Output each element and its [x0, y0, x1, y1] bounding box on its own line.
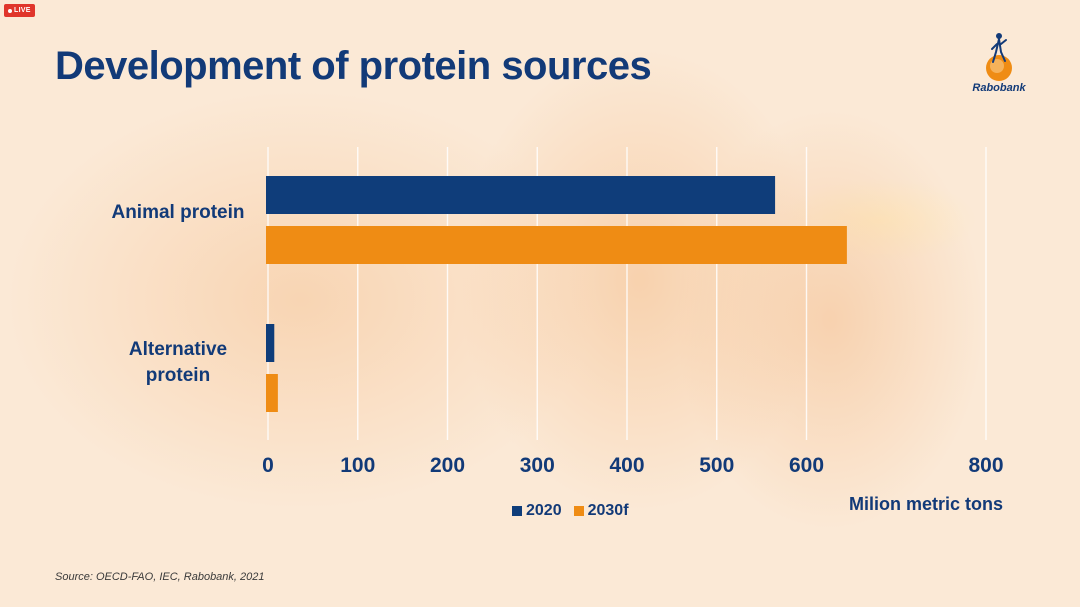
legend-swatch-2020	[512, 506, 522, 516]
x-axis-title: Milion metric tons	[849, 494, 1003, 514]
live-dot-icon	[8, 8, 12, 13]
x-tick-label: 800	[968, 454, 1003, 477]
page-title: Development of protein sources	[55, 44, 652, 88]
x-tick-label: 500	[699, 454, 734, 477]
category-label: Animal protein	[111, 202, 244, 223]
x-tick-label: 200	[430, 454, 465, 477]
chart-legend: 2020 2030f	[512, 502, 629, 520]
legend-swatch-2030f	[573, 506, 584, 516]
x-tick-label: 100	[340, 454, 375, 477]
bar-alternative-protein-2020	[266, 324, 275, 362]
rabobank-emblem-icon	[986, 33, 1012, 81]
bar-animal-protein-2020	[266, 176, 776, 214]
x-tick-label: 0	[262, 454, 274, 477]
category-label: Alternative	[129, 339, 227, 360]
x-tick-label: 300	[520, 454, 555, 477]
legend-label-2030f: 2030f	[587, 502, 629, 519]
bar-animal-protein-2030f	[266, 226, 847, 264]
x-tick-label: 600	[789, 454, 824, 477]
brand-name: Rabobank	[972, 82, 1026, 94]
rabobank-logo: Rabobank	[968, 30, 1030, 100]
legend-label-2020: 2020	[526, 502, 562, 519]
source-note: Source: OECD-FAO, IEC, Rabobank, 2021	[55, 571, 265, 583]
bar-alternative-protein-2030f	[266, 374, 278, 412]
legend-item-2020: 2020	[512, 502, 562, 520]
legend-item-2030f: 2030f	[573, 502, 629, 520]
category-label: protein	[146, 365, 210, 386]
live-badge: LIVE	[4, 4, 35, 17]
live-badge-label: LIVE	[14, 7, 31, 14]
x-tick-label: 400	[609, 454, 644, 477]
